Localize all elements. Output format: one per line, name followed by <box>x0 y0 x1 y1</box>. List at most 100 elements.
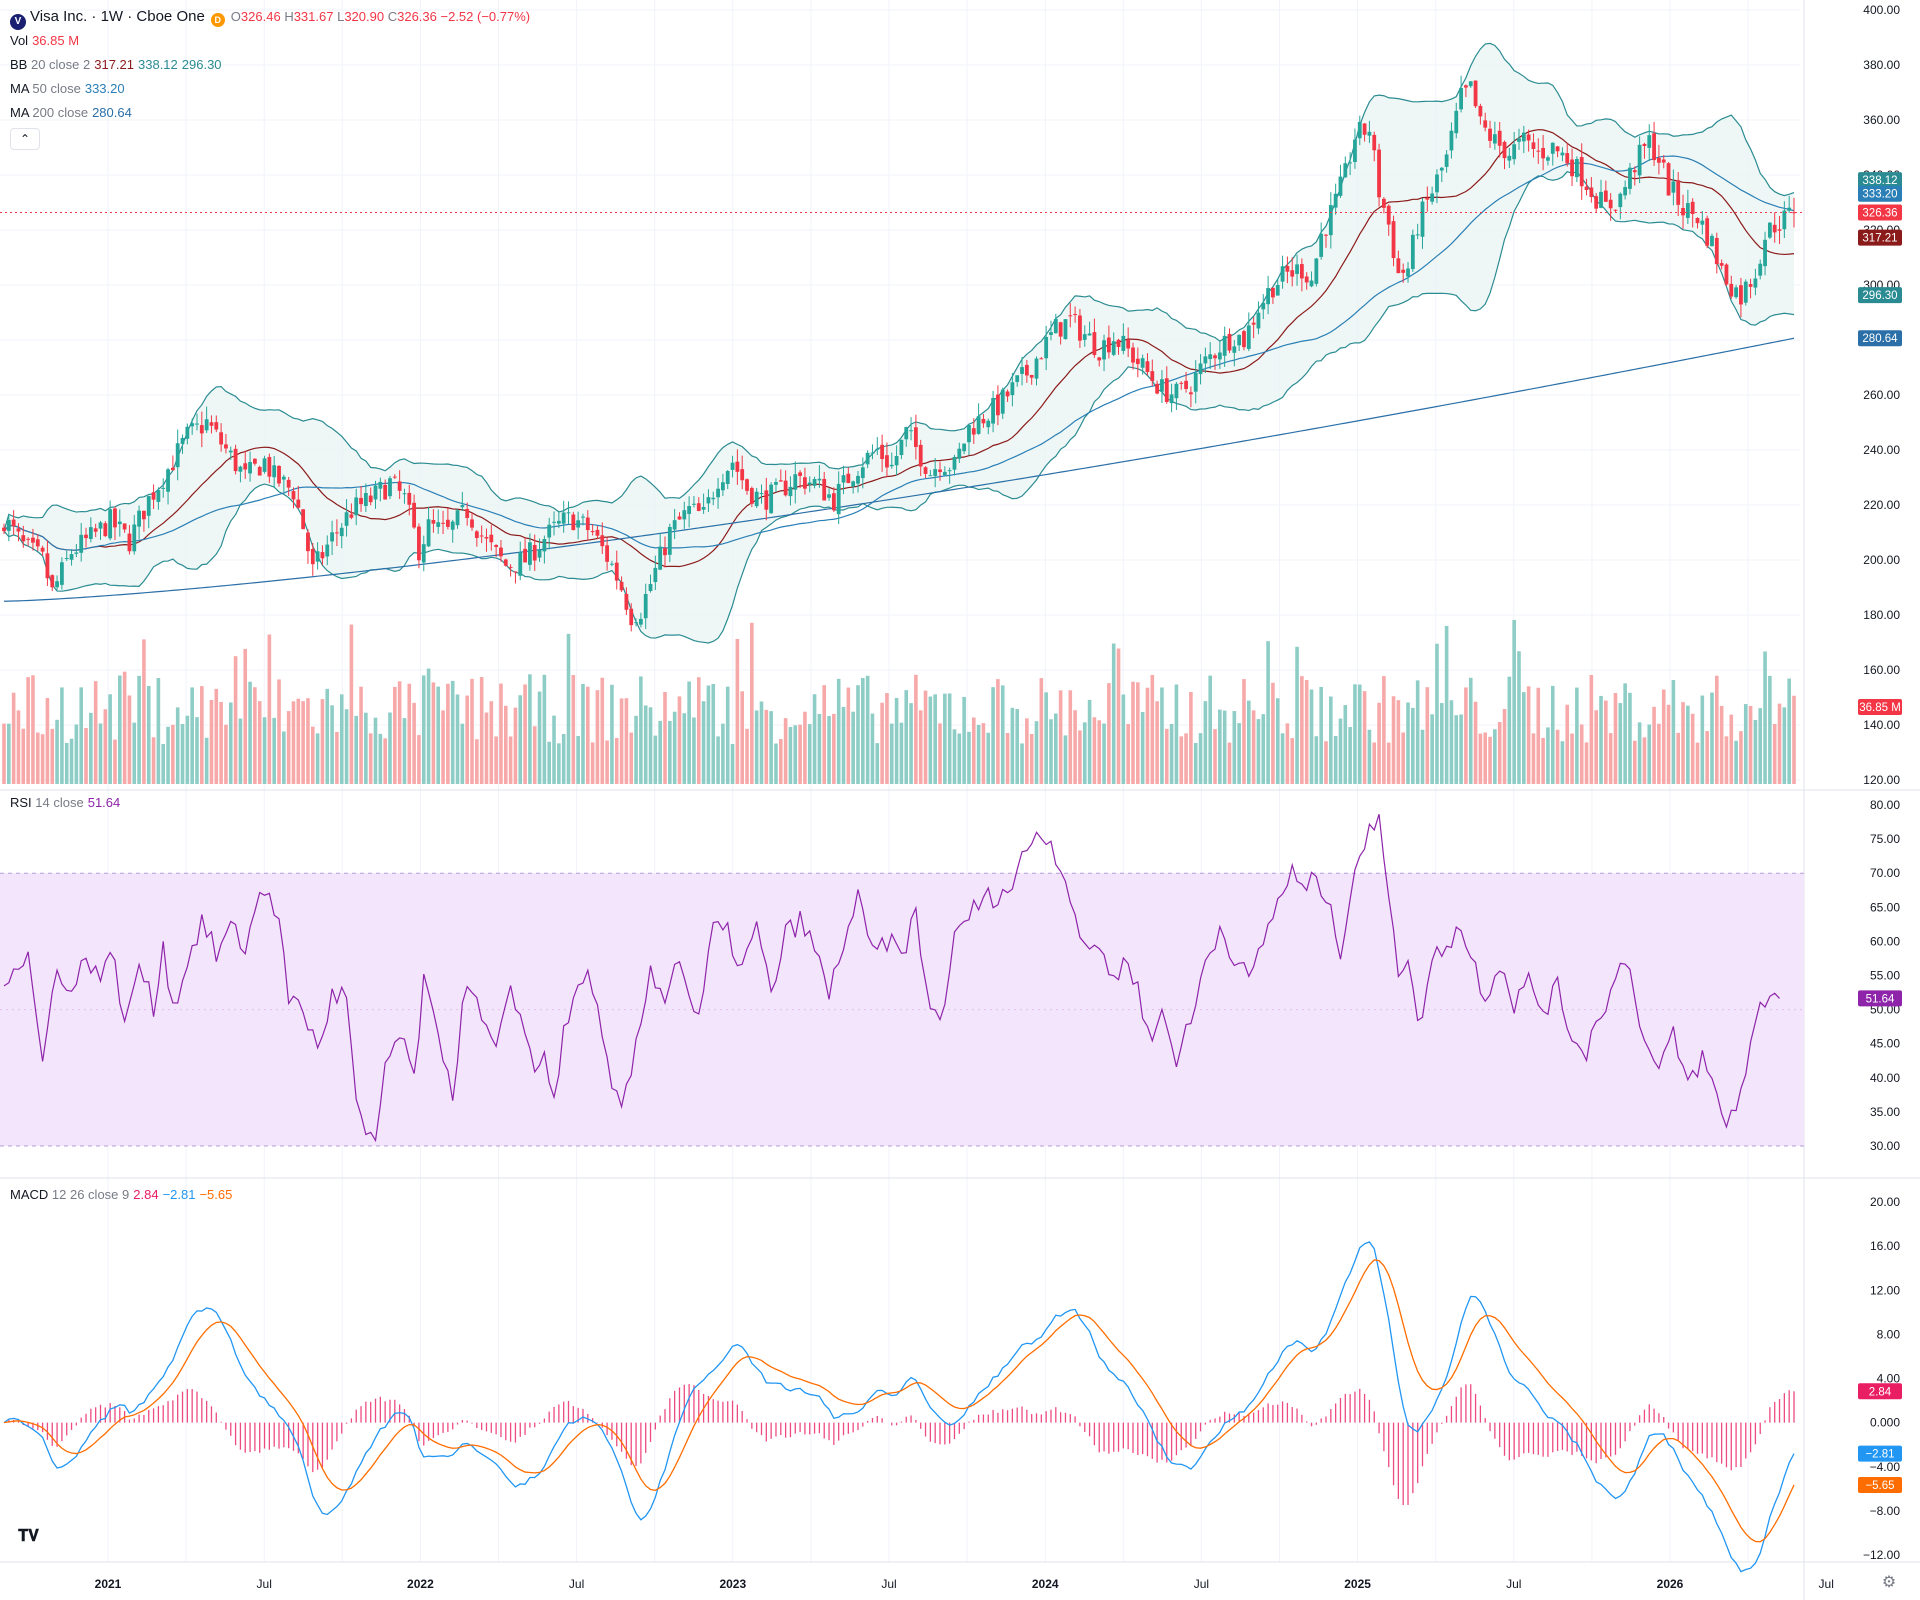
candle-body <box>745 479 749 491</box>
volume-bar <box>45 698 50 784</box>
volume-bar <box>590 742 595 784</box>
volume-bar <box>711 684 716 784</box>
candle-body <box>185 426 190 439</box>
candle-body <box>69 554 74 560</box>
symbol-title[interactable]: Visa Inc. · 1W · Cboe One <box>30 8 205 25</box>
ma200-legend[interactable]: MA 200 close 280.64 <box>10 104 132 122</box>
candle-body <box>1232 346 1237 353</box>
volume-legend[interactable]: Vol 36.85 M <box>10 32 79 50</box>
time-tick-label: Jul <box>1194 1577 1209 1591</box>
candle-body <box>1126 339 1131 349</box>
volume-bar <box>1280 733 1285 784</box>
volume-bar <box>330 705 334 784</box>
volume-bar <box>1155 701 1159 784</box>
volume-bar <box>200 686 204 784</box>
candle-body <box>928 475 933 477</box>
candle-body <box>1763 239 1767 267</box>
candle-body <box>354 497 359 516</box>
volume-bar <box>1425 687 1430 784</box>
volume-bar <box>1444 625 1449 784</box>
volume-bar <box>634 715 638 784</box>
price-tick-label: 400.00 <box>1863 3 1900 17</box>
volume-bar <box>532 726 537 784</box>
candle-body <box>1353 139 1357 162</box>
volume-bar <box>209 699 214 784</box>
time-tick-label: Jul <box>569 1577 584 1591</box>
candle-body <box>1502 141 1507 159</box>
volume-bar <box>1690 713 1695 784</box>
candle-body <box>74 552 79 554</box>
candle-body <box>1401 269 1406 273</box>
candle-body <box>947 470 952 472</box>
volume-bar <box>460 723 465 784</box>
volume-bar <box>1357 684 1362 784</box>
bb-legend[interactable]: BB 20 close 2 317.21 338.12 296.30 <box>10 56 222 74</box>
candle-body <box>1222 335 1227 356</box>
volume-bar <box>301 701 305 784</box>
rsi-legend[interactable]: RSI 14 close 51.64 <box>10 794 120 812</box>
candle-body <box>634 622 638 624</box>
candle-body <box>836 483 841 515</box>
candle-body <box>1299 264 1304 279</box>
volume-bar <box>228 702 233 784</box>
volume-bar <box>880 702 884 784</box>
volume-bar <box>957 733 962 784</box>
candle-body <box>1536 150 1541 152</box>
volume-bar <box>1044 692 1048 784</box>
volume-bar <box>740 691 744 784</box>
ma50-badge: 333.20 <box>1862 189 1897 201</box>
candle-body <box>885 455 889 468</box>
volume-bar <box>721 723 725 784</box>
candle-body <box>195 423 199 425</box>
candle-body <box>923 467 928 474</box>
candle-body <box>79 534 84 553</box>
volume-bar <box>1753 719 1758 784</box>
candle-body <box>1787 207 1792 211</box>
candle-body <box>31 537 35 543</box>
candle-body <box>50 575 55 588</box>
ma50-legend[interactable]: MA 50 close 333.20 <box>10 80 125 98</box>
rsi-tick-label: 65.00 <box>1870 900 1900 914</box>
volume-bar <box>503 705 508 784</box>
volume-bar <box>137 675 141 784</box>
candle-body <box>214 422 219 430</box>
rsi-tick-label: 40.00 <box>1870 1071 1900 1085</box>
candle-body <box>1439 167 1444 171</box>
volume-bar <box>1111 643 1116 784</box>
candle-body <box>1179 382 1184 384</box>
volume-bar <box>1488 736 1492 784</box>
macd-tick-label: 20.00 <box>1870 1195 1900 1209</box>
tradingview-logo-icon[interactable]: 𝐓𝐕 <box>18 1528 39 1545</box>
gear-icon[interactable]: ⚙ <box>1881 1574 1897 1591</box>
macd-legend[interactable]: MACD 12 26 close 9 2.84 −2.81 −5.65 <box>10 1186 232 1204</box>
low-label: L <box>337 9 345 24</box>
volume-bar <box>566 633 571 784</box>
candle-body <box>1695 218 1700 224</box>
price-tick-label: 380.00 <box>1863 58 1900 72</box>
candle-body <box>865 452 870 465</box>
candle-body <box>1140 358 1145 368</box>
candle-body <box>1275 284 1280 296</box>
volume-bar <box>1343 705 1348 784</box>
candle-body <box>803 477 807 489</box>
volume-bar <box>31 675 35 784</box>
candle-body <box>441 522 445 524</box>
collapse-legend-button[interactable]: ⌃ <box>10 128 40 150</box>
volume-bar <box>344 709 349 784</box>
volume-bar <box>1189 691 1193 784</box>
volume-bar <box>383 738 387 784</box>
price-tick-label: 120.00 <box>1863 773 1900 787</box>
volume-bar <box>397 681 402 784</box>
volume-bar <box>2 723 6 784</box>
volume-bar <box>885 693 889 784</box>
candle-body <box>1657 157 1661 163</box>
volume-bar <box>875 743 880 784</box>
volume-bar <box>1121 694 1126 784</box>
candle-body <box>778 480 783 482</box>
candle-body <box>436 522 441 527</box>
macd-line <box>3 1241 1795 1573</box>
volume-bar <box>1647 724 1652 784</box>
volume-bar <box>286 711 291 784</box>
